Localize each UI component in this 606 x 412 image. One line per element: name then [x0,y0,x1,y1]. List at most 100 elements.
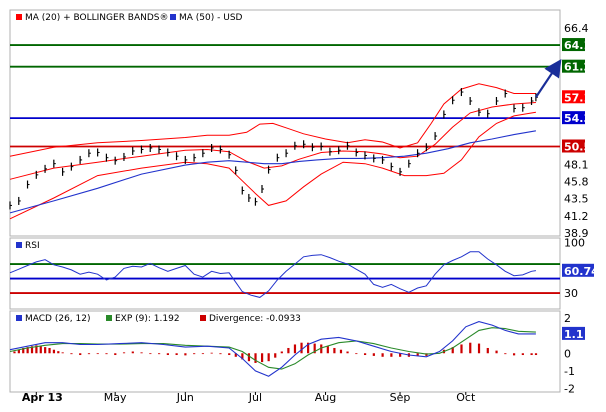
label-layer: 66.4 48.1 45.8 43.5 41.2 38.9 64.1 61.2 57.1 54.3… [16,13,599,404]
divergence-bar [219,353,222,355]
divergence-bar [363,353,367,356]
divergence-bar [61,352,64,354]
divergence-bar [17,349,20,354]
legend-ma50-swatch [170,14,176,20]
divergence-bar [105,353,108,355]
divergence-bar [320,344,323,354]
divergence-bar [530,353,533,356]
divergence-bar [26,347,29,354]
divergence-bar [87,353,91,355]
price-level-label-4-box [562,139,585,153]
divergence-bar [193,353,196,355]
rsi-panel-frame [9,237,561,310]
rsi-value-box [562,263,594,277]
legend-divergence-swatch [200,315,206,321]
divergence-bar [512,353,516,356]
macd-axis-label-3: -1 [564,365,575,378]
legend-rsi: RSI [25,241,40,251]
divergence-bar [184,353,187,356]
divergence-bar [313,343,316,354]
divergence-bar [79,353,82,356]
divergence-bar [13,351,16,354]
divergence-bar [521,353,524,356]
legend-exp: EXP (9): 1.192 [115,314,180,324]
divergence-bar [114,353,117,356]
divergence-bar [451,347,454,354]
divergence-bar [166,353,169,356]
price-axis-label-1: 48.1 [564,158,589,171]
macd-axis-label-0: 2 [564,312,571,325]
price-level-label-2: 57.1 [564,91,591,104]
divergence-bar [307,342,310,354]
legend-ma20-bollinger: MA (20) + BOLLINGER BANDS® [25,13,169,23]
divergence-bar [175,353,178,356]
price-level-label-1: 61.2 [564,61,591,74]
divergence-bar [287,347,290,354]
legend-divergence: Divergence: -0.0933 [209,314,301,324]
price-level-label-0: 64.1 [564,39,591,52]
divergence-bar [381,353,384,357]
divergence-bar [158,353,161,355]
divergence-bar [260,353,264,363]
divergence-bar [339,349,343,354]
x-axis-label-3: Jul [248,391,262,404]
price-level-label-3: 54.3 [564,112,591,125]
divergence-bar [48,347,51,354]
macd-value-label-box [562,326,585,340]
divergence-bar [122,352,126,354]
divergence-bar [333,347,336,354]
divergence-bar [486,347,489,354]
series-layer [9,44,562,377]
price-level-label-1-box [562,59,585,73]
divergence-bar [210,352,213,354]
price-panel-frame [9,9,561,237]
legend-macd: MACD (26, 12) [25,314,91,324]
legend-ma20-bollinger-swatch [16,14,22,20]
divergence-bar [390,353,393,357]
divergence-bar [39,346,42,354]
legend-rsi-swatch [16,242,22,248]
price-level-label-0-box [562,38,585,52]
x-axis-label-4: Aug [315,391,336,404]
divergence-bar [355,353,358,355]
divergence-bar [274,353,277,358]
divergence-bar [460,344,463,354]
macd-value-label: 1.1 [564,328,584,341]
x-axis-label-6: Oct [456,391,476,404]
divergence-bar [346,351,349,354]
divergence-bar [534,353,538,356]
rsi-value-label: 60.74 [564,265,599,278]
bollinger-lower-band [9,111,536,220]
divergence-bar [201,353,205,355]
x-axis-label-1: May [104,391,127,404]
price-axis-label-4: 41.2 [564,210,589,223]
ma50-line [9,130,536,214]
divergence-bar [416,353,419,356]
x-axis-label-2: Jun [176,391,194,404]
divergence-bar [504,353,507,355]
divergence-bar [30,346,34,354]
divergence-bar [149,353,152,355]
divergence-bar [300,342,303,354]
rsi-line [9,251,536,298]
price-axis-label-3: 43.5 [564,193,589,206]
divergence-bar [44,347,47,354]
projection-arrow [534,58,562,98]
macd-panel-frame [9,310,561,393]
x-axis-label-5: Sep [390,391,411,404]
macd-axis-label-2: 0 [564,347,571,360]
price-level-label-3-box [562,111,585,125]
legend-macd-swatch [16,315,22,321]
rsi-axis-label-0: 100 [564,236,585,249]
divergence-bar [267,353,270,362]
legend-ma50: MA (50) - USD [179,13,243,23]
rsi-axis-label-1: 30 [564,287,578,300]
divergence-bar [399,353,402,357]
divergence-bar [234,353,237,357]
divergence-bar [293,344,297,354]
divergence-bar [70,353,73,355]
price-level-label-2-box [562,90,585,104]
divergence-bar [22,347,25,354]
x-axis-label-0: Apr 13 [22,391,63,404]
